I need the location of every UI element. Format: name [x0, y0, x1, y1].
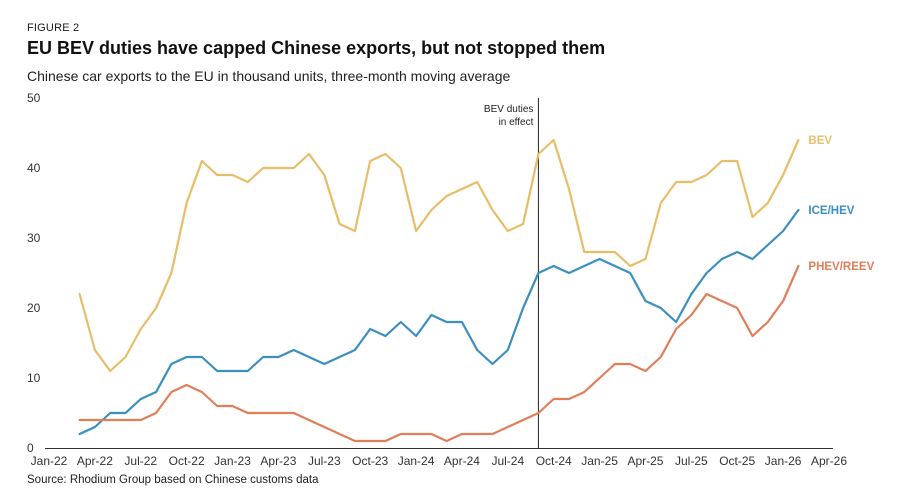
x-tick-label: Jan-22	[31, 454, 68, 468]
x-tick-label: Apr-25	[627, 454, 663, 468]
series-lines	[78, 138, 800, 443]
x-tick-label: Jul-23	[308, 454, 341, 468]
x-tick-label: Apr-22	[77, 454, 113, 468]
duty-annotation-line: BEV duties	[484, 104, 533, 115]
series-line-ice-hev	[78, 208, 800, 436]
source-note: Source: Rhodium Group based on Chinese c…	[27, 474, 319, 486]
x-tick-label: Jul-24	[491, 454, 524, 468]
y-tick-label: 30	[27, 231, 41, 245]
series-label-bev: BEV	[808, 135, 832, 147]
series-labels: BEV ICE/HEV PHEV/REEV	[808, 135, 874, 273]
duty-event-marker: BEV duties in effect	[484, 98, 539, 448]
chart-title: EU BEV duties have capped Chinese export…	[27, 38, 606, 58]
y-tick-label: 10	[27, 371, 41, 385]
series-line-phev-reev	[78, 264, 800, 443]
x-tick-label: Jan-26	[765, 454, 802, 468]
x-tick-label: Jan-24	[398, 454, 435, 468]
x-axis: Jan-22 Apr-22 Jul-22 Oct-22 Jan-23 Apr-23 Jul-…	[31, 448, 847, 468]
series-label-ice-hev: ICE/HEV	[808, 205, 854, 217]
x-tick-label: Jul-22	[124, 454, 157, 468]
x-tick-label: Apr-26	[811, 454, 847, 468]
y-tick-label: 40	[27, 161, 41, 175]
x-tick-label: Jan-25	[581, 454, 618, 468]
x-tick-label: Oct-24	[536, 454, 572, 468]
y-tick-label: 0	[27, 441, 34, 455]
x-tick-label: Jul-25	[675, 454, 708, 468]
x-tick-label: Oct-23	[352, 454, 388, 468]
y-axis-ticks: 0 10 20 30 40 50	[27, 91, 41, 455]
duty-annotation-line: in effect	[499, 117, 534, 128]
series-label-phev-reev: PHEV/REEV	[808, 261, 874, 273]
y-tick-label: 20	[27, 301, 41, 315]
y-tick-label: 50	[27, 91, 41, 105]
x-tick-label: Jan-23	[214, 454, 251, 468]
x-tick-label: Oct-22	[169, 454, 205, 468]
chart-subtitle: Chinese car exports to the EU in thousan…	[27, 68, 511, 84]
x-tick-label: Oct-25	[719, 454, 755, 468]
figure-label: FIGURE 2	[27, 22, 80, 34]
x-tick-label: Apr-23	[260, 454, 296, 468]
x-tick-label: Apr-24	[444, 454, 480, 468]
series-line-bev	[78, 138, 800, 373]
